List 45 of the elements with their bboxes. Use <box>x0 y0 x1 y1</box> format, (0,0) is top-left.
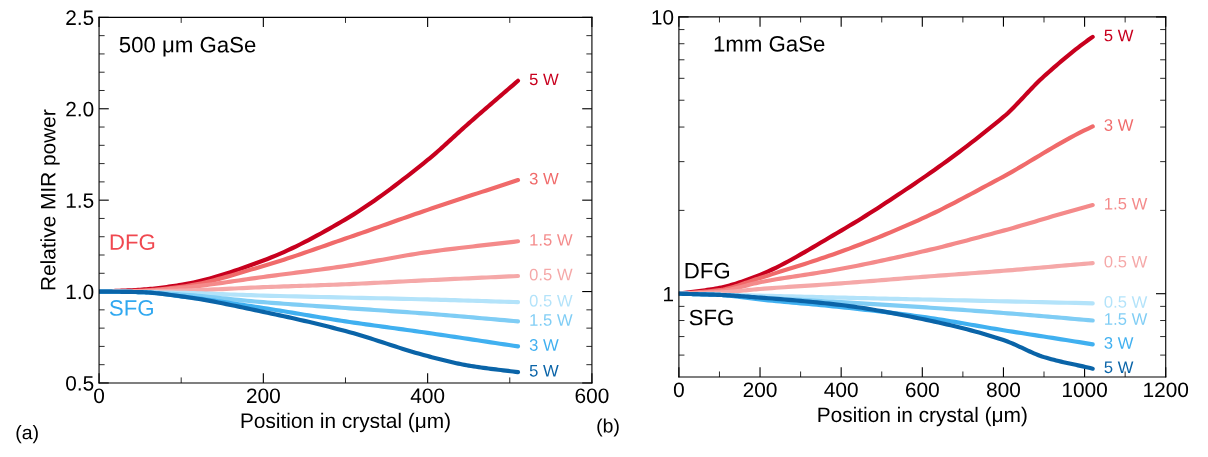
x-tick-label: 400 <box>410 388 445 404</box>
series-label: 3 W <box>1104 337 1134 349</box>
series-label: 0.5 W <box>1104 255 1148 268</box>
x-tick-label: 200 <box>247 388 280 404</box>
series-label: 0.5 W <box>1104 296 1148 308</box>
y-tick-label: 1 <box>664 286 674 302</box>
x-tick-label: 200 <box>743 382 777 398</box>
annotation: 500 μm GaSe <box>119 36 256 57</box>
y-tick-label: 10 <box>652 9 674 25</box>
annotation: 1mm GaSe <box>714 35 825 52</box>
x-tick-label: 600 <box>575 388 609 404</box>
series-label: 1.5 W <box>530 234 573 246</box>
series-label: 5 W <box>1104 29 1134 42</box>
series-label: 1.5 W <box>1105 313 1148 325</box>
series-label: 3 W <box>1104 119 1134 131</box>
x-tick-label: 0 <box>673 382 684 398</box>
series-label: 3 W <box>529 172 559 185</box>
annotation: DFG <box>110 234 155 250</box>
x-axis-title: Position in crystal (μm) <box>241 412 450 433</box>
series-label: 5 W <box>529 365 559 377</box>
x-tick-label: 800 <box>986 382 1021 398</box>
series-label: 1.5 W <box>1105 197 1148 210</box>
y-axis-title: Relative MIR power <box>40 109 60 290</box>
series-label: 3 W <box>529 339 559 351</box>
text: (a) <box>16 425 38 444</box>
x-tick-label: 0 <box>94 388 105 404</box>
series-label: 0.5 W <box>529 294 573 307</box>
x-tick-label: 1200 <box>1144 382 1189 398</box>
y-tick-label: 1.0 <box>66 284 94 300</box>
x-tick-label: 1000 <box>1063 382 1107 398</box>
y-tick-label: 0.5 <box>66 375 94 391</box>
series-label: 1.5 W <box>530 314 573 326</box>
y-tick-label: 1.5 <box>66 193 94 208</box>
annotation: SFG <box>689 309 733 326</box>
x-tick-label: 600 <box>905 382 939 398</box>
annotation: DFG <box>685 262 730 279</box>
x-axis-title: Position in crystal (μm) <box>818 406 1027 427</box>
y-tick-label: 2.5 <box>66 10 94 26</box>
text: (b) <box>597 418 619 437</box>
y-tick-label: 2.0 <box>66 101 94 117</box>
series-label: 5 W <box>529 73 559 86</box>
annotation: SFG <box>109 300 153 316</box>
series-label: 5 W <box>1104 361 1134 374</box>
x-tick-label: 400 <box>824 382 858 398</box>
series-label: 0.5 W <box>529 268 573 281</box>
